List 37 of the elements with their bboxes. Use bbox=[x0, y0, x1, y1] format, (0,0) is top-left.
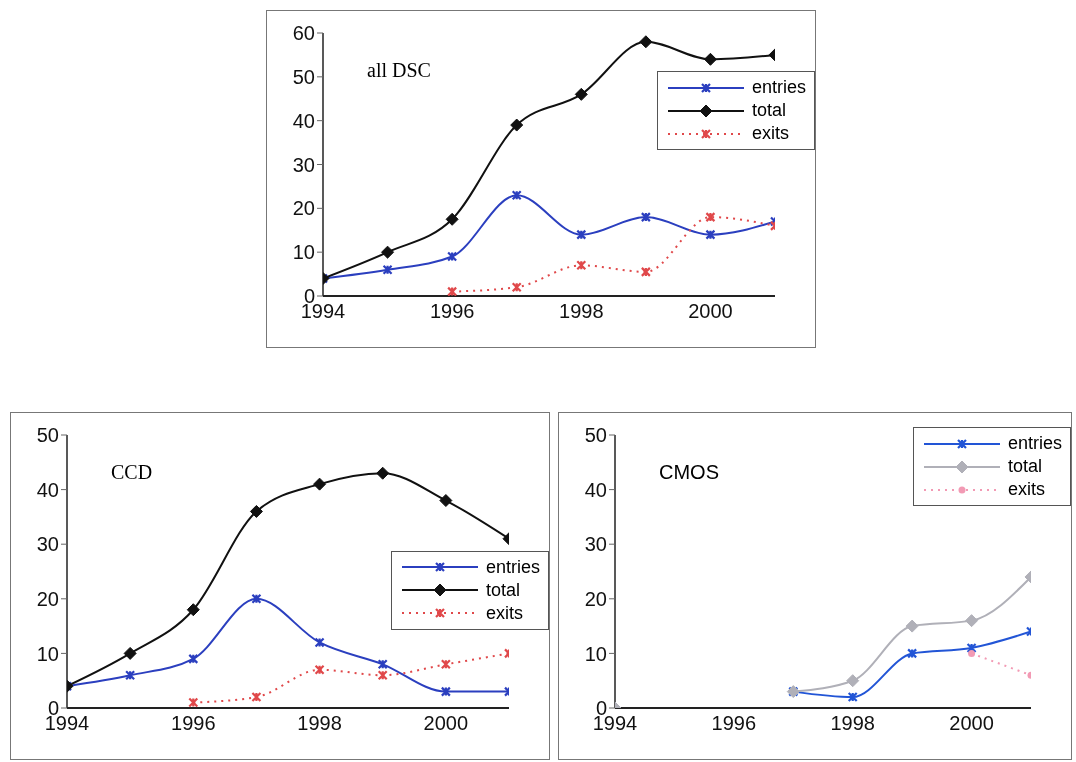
y-tick-label: 20 bbox=[36, 587, 59, 610]
x-tick-label: 1996 bbox=[711, 712, 757, 735]
y-tick-label: 10 bbox=[584, 642, 607, 665]
legend-label: total bbox=[1007, 455, 1042, 478]
y-tick-label: 30 bbox=[36, 533, 59, 556]
x-tick-label: 2000 bbox=[688, 300, 733, 323]
x-tick-label: 1998 bbox=[830, 712, 875, 735]
legend-label: entries bbox=[1007, 432, 1062, 455]
y-tick-label: 40 bbox=[584, 478, 607, 501]
x-tick-label: 1996 bbox=[429, 300, 475, 323]
x-tick-label: 1998 bbox=[297, 712, 342, 735]
text: CMOS bbox=[659, 461, 719, 484]
y-tick-label: 50 bbox=[584, 424, 607, 447]
x-tick-label: 2000 bbox=[949, 712, 994, 735]
y-tick-label: 10 bbox=[292, 241, 315, 264]
legend-label: exits bbox=[751, 122, 789, 146]
legend-label: total bbox=[485, 578, 520, 602]
y-tick-label: 30 bbox=[292, 153, 315, 176]
legend-label: total bbox=[751, 99, 786, 123]
y-tick-label: 60 bbox=[292, 22, 315, 45]
y-tick-label: 40 bbox=[292, 109, 315, 132]
y-tick-label: 10 bbox=[36, 642, 59, 665]
y-tick-label: 50 bbox=[36, 424, 59, 447]
y-tick-label: 20 bbox=[584, 587, 607, 610]
legend-label: entries bbox=[751, 76, 806, 100]
x-tick-label: 2000 bbox=[423, 712, 469, 735]
legend-label: exits bbox=[1007, 478, 1045, 501]
y-tick-label: 40 bbox=[36, 478, 59, 501]
text: CCD bbox=[111, 461, 153, 484]
legend-label: entries bbox=[485, 555, 540, 579]
y-tick-label: 50 bbox=[292, 65, 315, 88]
y-tick-label: 30 bbox=[584, 533, 607, 556]
x-tick-label: 1996 bbox=[171, 712, 216, 735]
x-tick-label: 1998 bbox=[559, 300, 604, 323]
text: all DSC bbox=[367, 59, 431, 82]
legend-label: exits bbox=[485, 601, 523, 625]
y-tick-label: 20 bbox=[292, 197, 315, 220]
